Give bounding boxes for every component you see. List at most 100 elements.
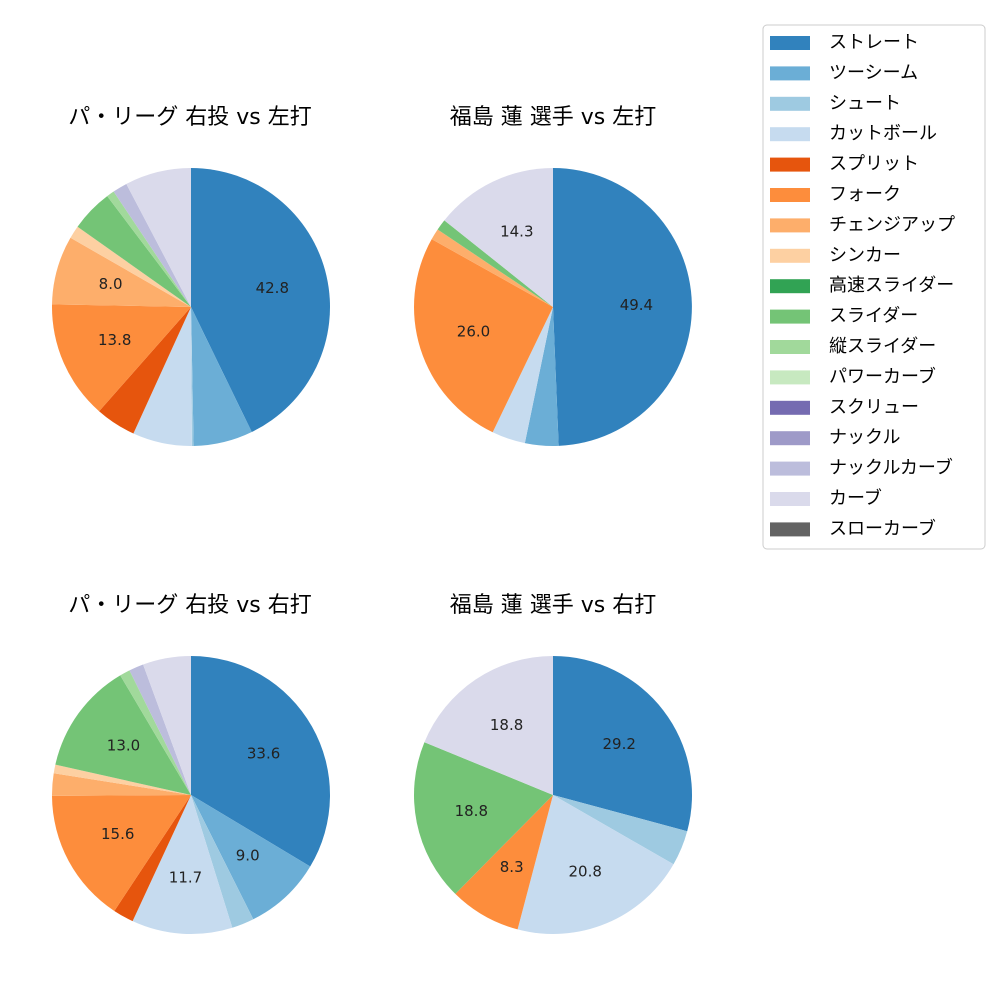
pie-slice: [191, 307, 194, 446]
pie-slice: [437, 220, 553, 307]
slice-label: 26.0: [457, 323, 490, 341]
slice-label: 15.6: [101, 825, 134, 843]
pie-slice: [133, 307, 192, 447]
chart-title: 福島 蓮 選手 vs 右打: [450, 593, 656, 618]
slice-label: 13.0: [107, 737, 140, 755]
legend-label: カーブ: [829, 487, 882, 509]
pie-chart-3: パ・リーグ 右投 vs 右打 33.6 9.0 11.7 15.6 13.0: [51, 593, 331, 935]
legend-label: スローカーブ: [829, 517, 936, 539]
legend-swatch: [770, 370, 810, 385]
legend-items: ストレートツーシームシュートカットボールスプリットフォークチェンジアップシンカー…: [770, 32, 955, 539]
pie-slice: [55, 675, 191, 795]
slice-label: 13.8: [98, 331, 131, 349]
legend-label: スクリュー: [829, 397, 919, 418]
legend-label: フォーク: [829, 184, 901, 205]
legend-label: ストレート: [829, 32, 919, 53]
pie-slice: [431, 229, 553, 307]
chart-title: パ・リーグ 右投 vs 左打: [68, 105, 311, 130]
pie-slice: [52, 237, 191, 307]
pie-slice: [143, 656, 191, 795]
legend-swatch: [770, 248, 810, 263]
pie-slice: [77, 196, 191, 307]
slice-label: 18.8: [490, 716, 523, 734]
legend-entry: スクリュー: [770, 397, 919, 418]
legend-entry: スライダー: [770, 306, 918, 327]
pie-slice: [191, 168, 331, 433]
legend-swatch: [770, 279, 810, 294]
pie-slice: [414, 239, 553, 433]
pie-slice: [52, 795, 191, 911]
legend-swatch: [770, 522, 810, 537]
legend-label: スプリット: [829, 154, 919, 175]
pie-slice: [524, 307, 559, 446]
pie-chart-2: 福島 蓮 選手 vs 左打 49.4 26.0 14.3: [414, 105, 692, 446]
legend: ストレートツーシームシュートカットボールスプリットフォークチェンジアップシンカー…: [762, 24, 986, 550]
slice-label: 14.3: [500, 222, 533, 240]
legend-entry: スプリット: [770, 154, 919, 175]
legend-swatch: [770, 309, 810, 324]
slice-label: 8.0: [99, 275, 123, 293]
pie-slice: [191, 795, 311, 920]
legend-label: スライダー: [829, 306, 918, 327]
pie-chart-4: 福島 蓮 選手 vs 右打 29.2 20.8 8.3 18.8 18.8: [413, 593, 693, 934]
pie-charts: パ・リーグ 右投 vs 左打 42.8 13.8 8.0 福島 蓮 選手 vs 左打 49…: [51, 105, 693, 935]
pie-chart-1: パ・リーグ 右投 vs 左打 42.8 13.8 8.0: [51, 105, 331, 447]
legend-label: パワーカーブ: [829, 365, 936, 387]
legend-entry: ツーシーム: [770, 62, 918, 83]
chart-title: 福島 蓮 選手 vs 左打: [450, 105, 656, 130]
legend-entry: ナックル: [770, 427, 900, 448]
legend-frame: [762, 24, 986, 550]
pie-slice: [132, 795, 233, 935]
pie-slice: [126, 168, 191, 307]
legend-entry: スローカーブ: [770, 517, 936, 539]
legend-entry: パワーカーブ: [770, 365, 936, 387]
legend-entry: 高速スライダー: [770, 275, 954, 296]
legend-swatch: [770, 36, 810, 50]
pie-slice: [129, 664, 191, 795]
pie-slice: [455, 795, 553, 930]
pie-slice: [191, 656, 331, 867]
legend-entry: カーブ: [770, 487, 882, 509]
slice-label: 20.8: [568, 863, 601, 881]
pie-slice: [51, 304, 192, 412]
pie-slice: [51, 773, 191, 796]
pie-slice: [517, 795, 674, 934]
slice-label: 33.6: [247, 744, 280, 762]
legend-label: 縦スライダー: [829, 336, 936, 357]
slice-label: 29.2: [602, 735, 635, 753]
pie-slice: [99, 307, 191, 434]
pie-slice: [424, 656, 553, 795]
legend-swatch: [770, 492, 810, 506]
legend-swatch: [770, 127, 810, 142]
legend-swatch: [770, 96, 810, 111]
legend-label: シンカー: [829, 245, 901, 266]
legend-entry: シュート: [770, 93, 901, 114]
legend-swatch: [770, 431, 810, 446]
pie-slice: [53, 764, 192, 795]
legend-label: カットボール: [829, 123, 937, 144]
slice-label: 11.7: [169, 869, 202, 887]
pie-slice: [413, 742, 553, 894]
legend-label: 高速スライダー: [829, 275, 954, 296]
pie-slice: [444, 168, 553, 307]
pie-slice: [553, 656, 693, 832]
legend-entry: カットボール: [770, 123, 937, 144]
legend-entry: ストレート: [770, 32, 919, 53]
slice-label: 18.8: [455, 802, 488, 820]
legend-swatch: [770, 66, 810, 81]
legend-label: ナックルカーブ: [829, 457, 953, 479]
pie-slice: [70, 226, 191, 307]
legend-label: ナックル: [829, 427, 900, 448]
pie-slice: [107, 191, 191, 307]
slice-label: 49.4: [620, 296, 653, 314]
slice-label: 8.3: [500, 858, 524, 876]
legend-swatch: [770, 461, 810, 476]
legend-swatch: [770, 188, 810, 202]
pie-slice: [553, 168, 692, 446]
pie-slice: [120, 670, 191, 795]
legend-swatch: [770, 340, 810, 354]
legend-swatch: [770, 400, 810, 415]
legend-swatch: [770, 218, 810, 233]
legend-swatch: [770, 157, 810, 172]
